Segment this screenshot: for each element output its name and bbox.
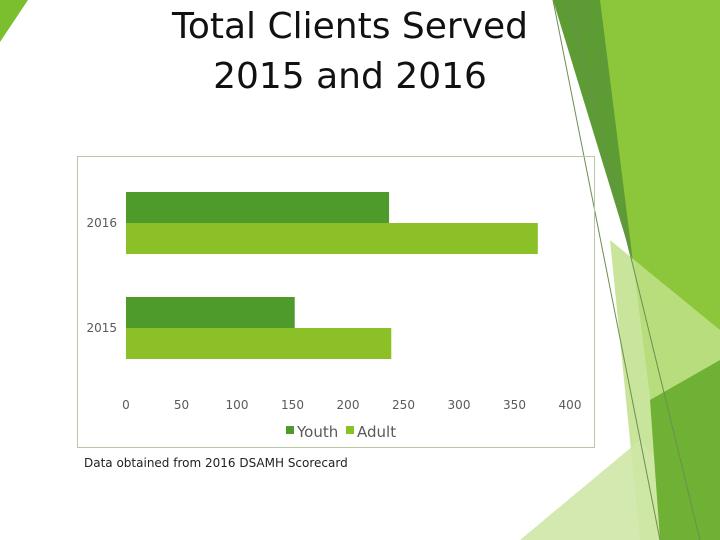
legend-label-adult: Adult [357, 423, 396, 441]
bar-youth-2015 [126, 297, 295, 328]
decor-line-1 [552, 0, 661, 540]
x-tick-label: 150 [281, 398, 304, 412]
bar-youth-2016 [126, 192, 390, 223]
category-label-2016: 2016 [86, 216, 117, 230]
legend-swatch-youth [286, 426, 294, 434]
x-tick-label: 300 [448, 398, 471, 412]
slide-title-line-1: Total Clients Served [171, 6, 529, 47]
x-tick-label: 400 [559, 398, 582, 412]
x-tick-label: 100 [226, 398, 249, 412]
bar-adult-2016 [126, 223, 538, 254]
legend-swatch-adult [346, 426, 354, 434]
x-tick-label: 350 [503, 398, 526, 412]
left-top-accent [0, 0, 28, 42]
category-label-2015: 2015 [86, 321, 117, 335]
bar-adult-2015 [126, 328, 392, 359]
x-tick-label: 0 [122, 398, 130, 412]
chart-frame [77, 156, 595, 448]
decor-line-2 [567, 0, 701, 540]
x-tick-label: 200 [337, 398, 360, 412]
x-tick-label: 50 [174, 398, 189, 412]
legend-label-youth: Youth [296, 423, 338, 441]
slide-title-line-2: 2015 and 2016 [213, 56, 487, 97]
source-footnote: Data obtained from 2016 DSAMH Scorecard [84, 456, 348, 470]
x-tick-label: 250 [392, 398, 415, 412]
